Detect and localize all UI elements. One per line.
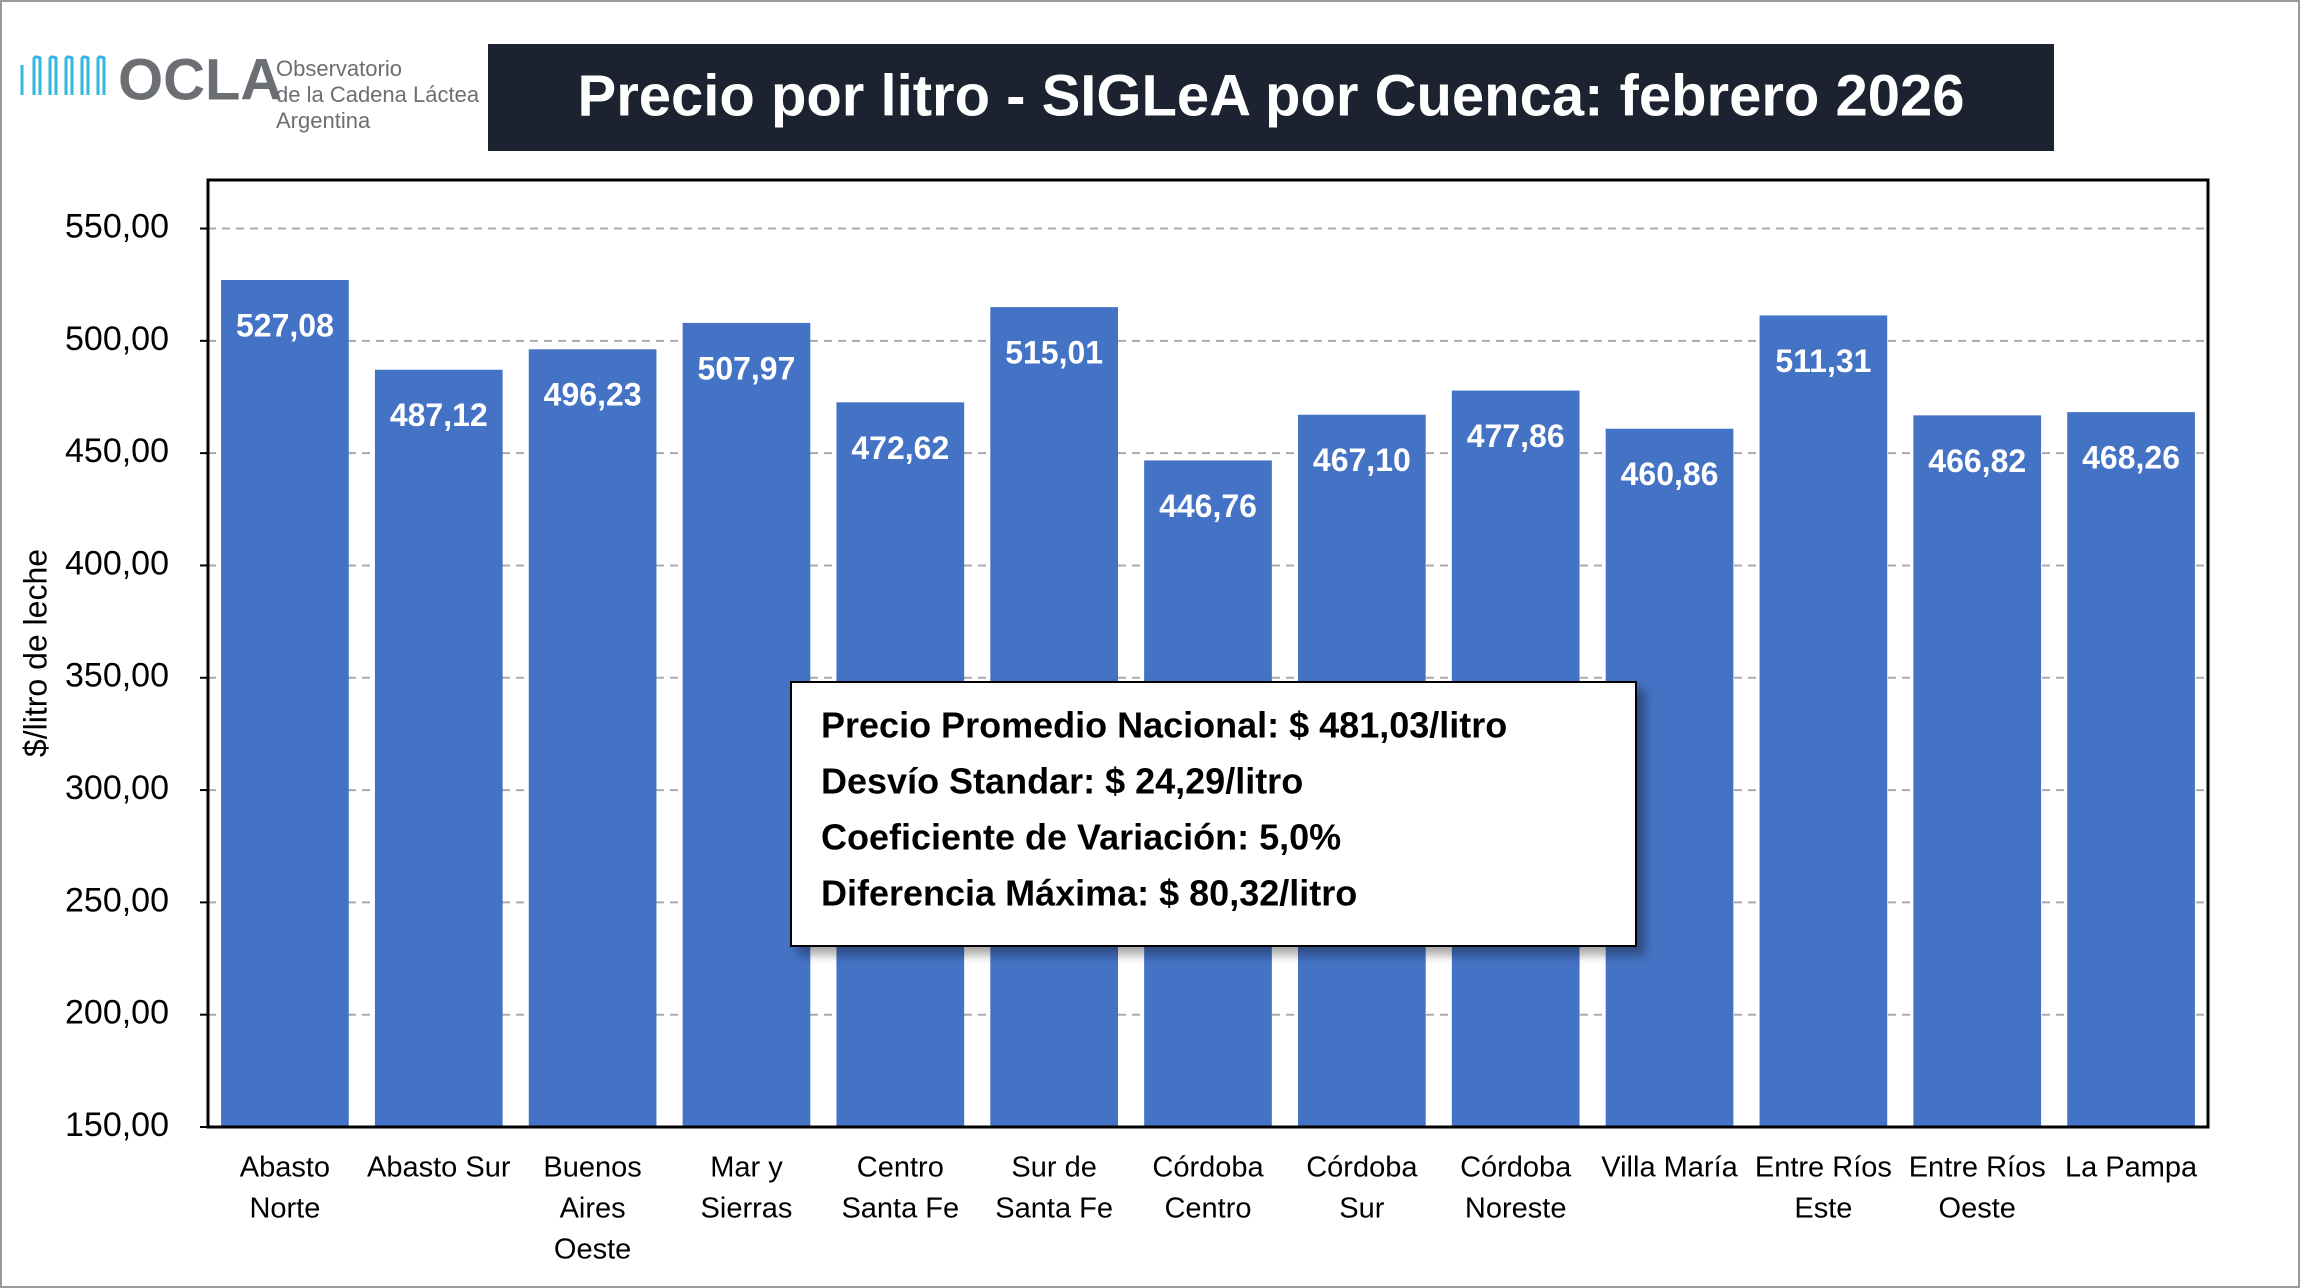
x-tick-label: Aires [560,1193,626,1225]
x-tick-label: Centro [857,1152,944,1184]
logo-text: Observatorio [276,56,402,81]
logo-text: Argentina [276,108,371,133]
x-tick-label: Abasto [240,1152,330,1184]
x-tick-label: Oeste [1939,1193,2016,1225]
x-tick-label: Mar y [710,1152,783,1184]
y-tick-label: 150,00 [65,1106,169,1144]
x-tick-label: Sur de [1011,1152,1096,1184]
annotation: Coeficiente de Variación: 5,0% [821,817,1341,858]
y-tick-label: 400,00 [65,544,169,582]
y-tick-label: 200,00 [65,994,169,1032]
title-box [488,44,2054,151]
value-label: 460,86 [1621,456,1719,492]
y-axis-label: $/litro de leche [17,549,53,757]
bar [374,369,503,1127]
y-tick-label: 550,00 [65,208,169,246]
x-tick-label: Buenos [543,1152,641,1184]
logo-text: de la Cadena Láctea [276,82,480,107]
value-label: 472,62 [851,430,949,466]
y-tick-label: 350,00 [65,657,169,695]
value-label: 467,10 [1313,442,1411,478]
y-tick-label: 300,00 [65,769,169,807]
x-tick-label: Abasto Sur [367,1152,511,1184]
x-tick-label: Sierras [701,1193,793,1225]
bar [682,322,811,1127]
value-label: 468,26 [2082,440,2180,476]
plot: 150,00 200,00 250,00 300,00 350,00 400,00 450,… [65,178,2210,1266]
bar [528,349,657,1127]
value-label: 477,86 [1467,418,1565,454]
x-tick-label: Córdoba [1460,1152,1572,1184]
x-tick-label: Sur [1339,1193,1384,1225]
x-tick-label: Centro [1164,1193,1251,1225]
bar [1913,415,2042,1127]
y-tick-label: 250,00 [65,881,169,919]
y-tick-label: 450,00 [65,432,169,470]
bar [221,280,349,1127]
value-label: 515,01 [1005,335,1103,371]
y-tick-label: 500,00 [65,320,169,358]
value-label: 487,12 [390,397,488,433]
annotation: Precio Promedio Nacional: $ 481,03/litro [821,705,1507,746]
annotation: Desvío Standar: $ 24,29/litro [821,761,1303,802]
x-tick-label: Norte [249,1193,320,1225]
x-tick-label: Córdoba [1306,1152,1418,1184]
info-box [790,681,1637,947]
x-tick-label: Este [1794,1193,1852,1225]
x-tick-label: La Pampa [2065,1152,2198,1184]
logo-name: OCLA [118,47,282,112]
annotation: Diferencia Máxima: $ 80,32/litro [821,873,1357,914]
value-label: 496,23 [544,377,642,413]
bar [2067,412,2195,1127]
x-tick-label: Santa Fe [995,1193,1113,1225]
plot-border [206,178,2210,1129]
x-tick-label: Santa Fe [841,1193,959,1225]
value-label: 511,31 [1775,343,1871,379]
x-tick-label: Entre Ríos [1909,1152,2046,1184]
value-label: 527,08 [236,307,334,343]
x-tick-label: Oeste [554,1234,631,1266]
x-tick-label: Entre Ríos [1755,1152,1892,1184]
value-label: 466,82 [1928,443,2026,479]
x-tick-label: Noreste [1465,1193,1567,1225]
chart-title: Precio por litro - SIGLeA por Cuenca: fe… [578,63,1965,128]
value-label: 507,97 [698,350,796,386]
x-tick-label: Córdoba [1152,1152,1264,1184]
bar [1759,315,1888,1127]
value-label: 446,76 [1159,488,1257,524]
x-tick-label: Villa María [1601,1152,1738,1184]
logo-icon [20,55,106,95]
